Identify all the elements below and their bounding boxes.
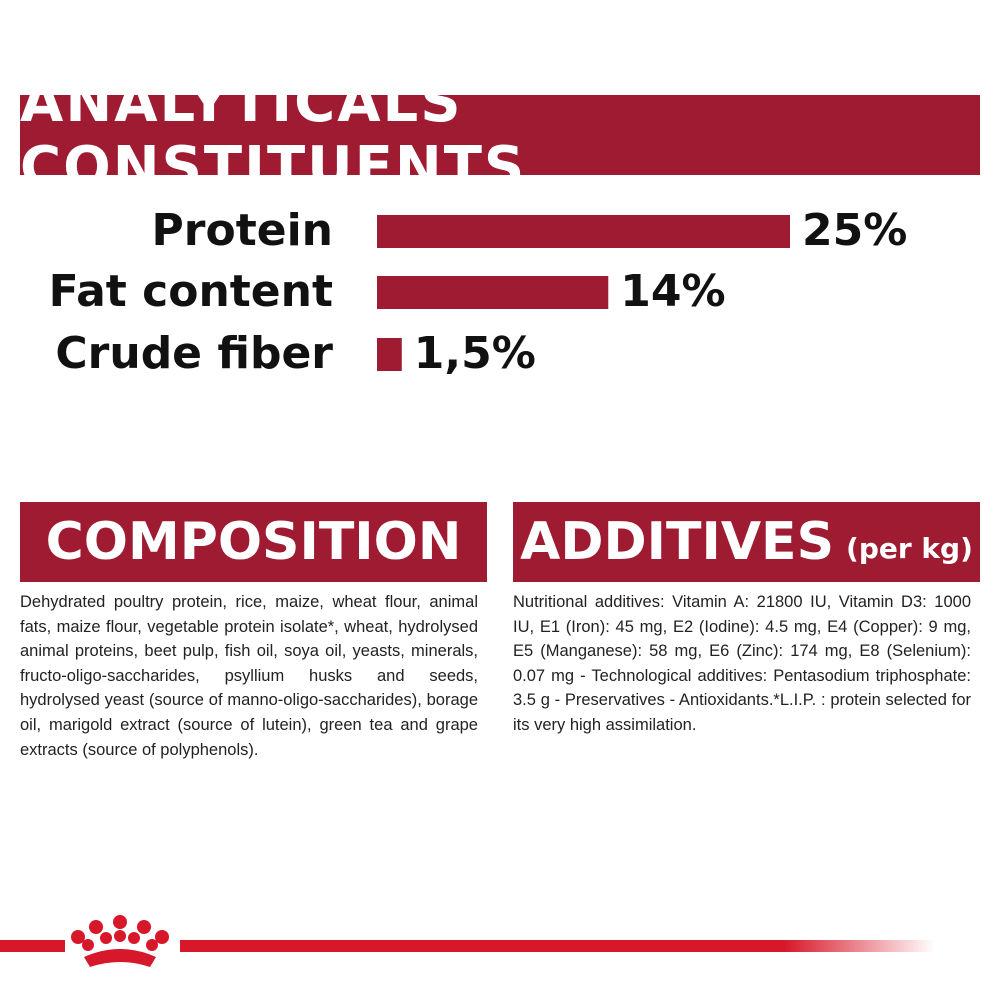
additives-text: Nutritional additives: Vitamin A: 21800 …	[513, 593, 971, 734]
category-label: Protein	[152, 205, 333, 256]
bar	[377, 338, 402, 371]
value-label: 14%	[620, 266, 725, 317]
composition-text: Dehydrated poultry protein, rice, maize,…	[20, 593, 478, 759]
section-unit: (per kg)	[846, 531, 973, 565]
category-label: Fat content	[49, 266, 333, 317]
chart-title: ANALYTICALS CONSTITUENTS	[20, 70, 980, 200]
section-title-text: ADDITIVES	[520, 512, 835, 572]
footer-line	[180, 940, 935, 952]
crown-logo	[71, 915, 169, 967]
chart: Protein 25% Fat content 14% Crude fiber 1,5%	[49, 205, 908, 379]
section-title: COMPOSITION	[20, 502, 487, 582]
footer-line	[0, 940, 65, 952]
footer	[0, 915, 935, 967]
bar	[377, 276, 609, 309]
value-label: 1,5%	[414, 328, 536, 379]
section-title: ADDITIVES (per kg)	[513, 502, 980, 582]
value-label: 25%	[802, 205, 907, 256]
bar	[377, 215, 790, 248]
category-label: Crude fiber	[55, 328, 333, 379]
